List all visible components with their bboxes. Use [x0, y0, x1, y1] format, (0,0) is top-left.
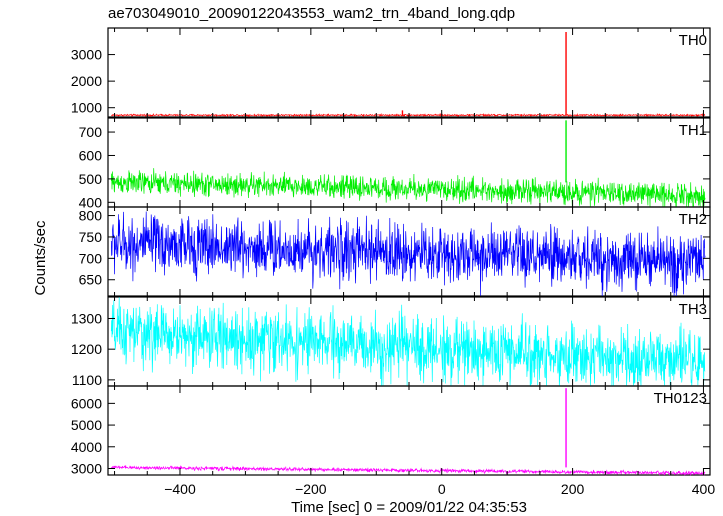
- y-tick-label: 1300: [71, 310, 102, 326]
- y-tick-label: 4000: [71, 439, 102, 455]
- panel-label-th0: TH0: [679, 32, 707, 49]
- y-tick-label: 800: [79, 208, 103, 224]
- y-tick-label: 500: [79, 171, 103, 187]
- series-line-th0: [111, 112, 706, 118]
- y-tick-label: 1100: [72, 372, 102, 388]
- y-tick-label: 700: [79, 250, 103, 266]
- x-tick-label: 400: [692, 481, 716, 497]
- panel-label-th1: TH1: [679, 122, 707, 139]
- y-tick-label: 1000: [71, 100, 102, 116]
- x-axis-label: Time [sec] 0 = 2009/01/22 04:35:53: [291, 499, 527, 516]
- y-tick-label: 6000: [71, 395, 102, 411]
- series-line-th0123: [110, 465, 706, 476]
- panel-th3: 1100 1200 1300 TH3: [71, 296, 711, 388]
- x-tick-label: 0: [438, 481, 446, 497]
- y-tick-label: 5000: [71, 417, 102, 433]
- y-tick-label: 650: [79, 272, 103, 288]
- series-line-th3: [110, 297, 706, 387]
- panel-label-th3: TH3: [679, 301, 707, 318]
- panel-frame: [107, 27, 711, 118]
- y-tick-label: 700: [79, 124, 103, 140]
- y-tick-label: 1200: [71, 341, 102, 357]
- panel-th1: 400 500 600 700 TH1: [79, 117, 711, 210]
- y-tick-label: 2000: [71, 73, 102, 89]
- y-axis-label: Counts/sec: [32, 220, 49, 296]
- figure-title: ae703049010_20090122043553_wam2_trn_4ban…: [108, 5, 515, 22]
- x-tick-label: −200: [295, 481, 327, 497]
- panel-th0123: 3000 4000 5000 6000 TH0123: [71, 385, 711, 476]
- series-line-th2: [110, 211, 706, 297]
- series-line-th1: [110, 168, 706, 208]
- panel-frame: [107, 385, 711, 476]
- panel-label-th0123: TH0123: [654, 390, 707, 407]
- y-tick-label: 600: [79, 147, 103, 163]
- y-tick-label: 400: [79, 194, 103, 210]
- y-tick-label: 3000: [71, 47, 102, 63]
- x-tick-label: 200: [561, 481, 585, 497]
- panel-th0: 1000 2000 3000 TH0: [71, 27, 711, 118]
- panel-th2: 650 700 750 800 TH2: [79, 206, 711, 297]
- y-tick-label: 3000: [71, 460, 102, 476]
- y-tick-label: 750: [79, 229, 103, 245]
- x-tick-label: −400: [164, 481, 196, 497]
- panel-label-th2: TH2: [679, 211, 707, 228]
